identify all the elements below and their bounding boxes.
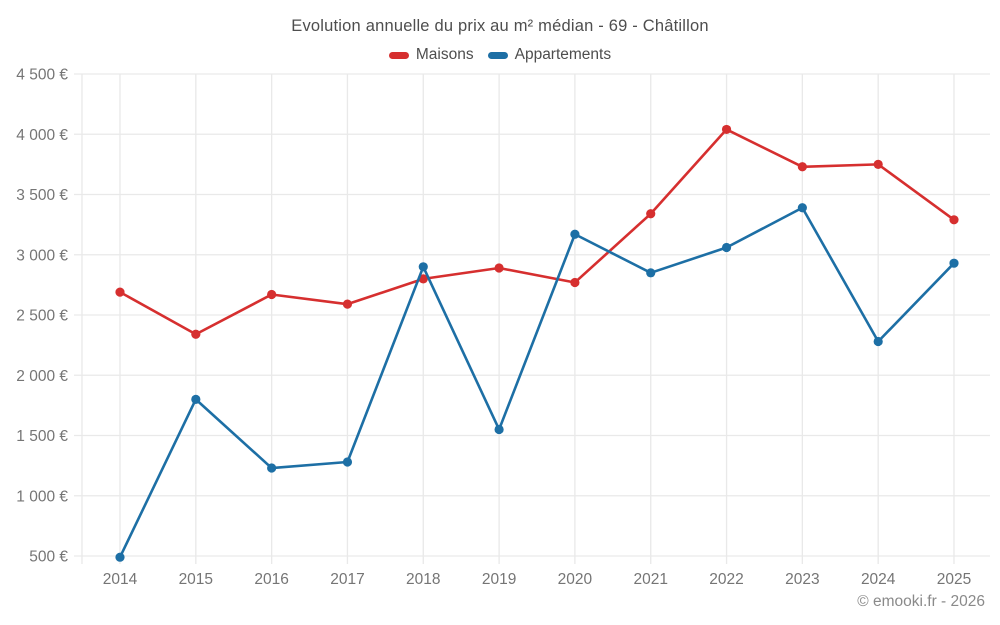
x-tick-label: 2020 bbox=[558, 571, 593, 588]
appartements-legend-swatch-icon bbox=[487, 51, 508, 59]
series-line-maisons bbox=[118, 128, 956, 336]
chart-title: Evolution annuelle du prix au m² médian … bbox=[291, 17, 709, 35]
x-tick-label: 2022 bbox=[709, 571, 743, 588]
data-point-maisons-2018 bbox=[418, 274, 428, 284]
data-point-maisons-2023 bbox=[797, 162, 807, 172]
x-tick-label: 2016 bbox=[254, 571, 288, 588]
data-point-maisons-2014 bbox=[115, 287, 125, 297]
data-point-appartements-2018 bbox=[418, 262, 428, 272]
series-line-appartements bbox=[118, 206, 956, 559]
x-tick-label: 2014 bbox=[103, 571, 138, 588]
x-tick-label: 2023 bbox=[785, 571, 819, 588]
y-tick-label: 1 000 € bbox=[16, 488, 68, 505]
x-tick-label: 2019 bbox=[482, 571, 516, 588]
y-tick-label: 2 500 € bbox=[16, 308, 68, 325]
data-point-maisons-2022 bbox=[721, 124, 732, 135]
data-point-maisons-2016 bbox=[267, 289, 277, 300]
data-point-appartements-2017 bbox=[342, 457, 353, 467]
y-tick-label: 4 000 € bbox=[16, 127, 68, 144]
y-tick-label: 3 500 € bbox=[16, 187, 68, 204]
x-tick-label: 2025 bbox=[937, 571, 971, 588]
data-point-appartements-2015 bbox=[191, 394, 201, 404]
maisons-legend-swatch-icon bbox=[388, 51, 409, 59]
data-point-appartements-2022 bbox=[721, 242, 732, 253]
legend: Maisons Appartements bbox=[0, 46, 1000, 64]
data-point-appartements-2016 bbox=[267, 463, 277, 473]
x-tick-label: 2017 bbox=[330, 571, 364, 588]
data-point-maisons-2025 bbox=[949, 215, 959, 225]
legend-item-maisons: Maisons bbox=[388, 46, 474, 64]
data-point-maisons-2019 bbox=[494, 263, 504, 273]
data-point-appartements-2024 bbox=[873, 336, 883, 347]
x-tick-label: 2018 bbox=[406, 571, 440, 588]
legend-item-appartements: Appartements bbox=[487, 46, 612, 64]
y-tick-label: 3 000 € bbox=[16, 247, 68, 264]
data-point-appartements-2025 bbox=[949, 258, 959, 268]
data-point-maisons-2020 bbox=[570, 277, 580, 288]
data-point-appartements-2019 bbox=[494, 424, 504, 435]
y-tick-label: 4 500 € bbox=[16, 67, 68, 84]
y-tick-label: 2 000 € bbox=[16, 368, 68, 385]
data-point-maisons-2024 bbox=[873, 159, 883, 169]
data-point-maisons-2015 bbox=[191, 329, 201, 339]
x-tick-label: 2021 bbox=[633, 571, 667, 588]
x-tick-label: 2015 bbox=[179, 571, 213, 588]
y-tick-label: 500 € bbox=[29, 549, 68, 566]
data-point-appartements-2014 bbox=[115, 552, 125, 562]
x-tick-label: 2024 bbox=[861, 571, 896, 588]
data-point-appartements-2021 bbox=[646, 268, 656, 278]
legend-label-maisons: Maisons bbox=[415, 46, 474, 63]
data-point-maisons-2017 bbox=[342, 299, 353, 309]
data-point-appartements-2023 bbox=[797, 203, 807, 213]
data-point-maisons-2021 bbox=[646, 209, 656, 219]
legend-label-appartements: Appartements bbox=[514, 46, 612, 63]
data-point-appartements-2020 bbox=[570, 229, 580, 239]
copyright-text: © emooki.fr - 2026 bbox=[857, 593, 985, 610]
y-tick-label: 1 500 € bbox=[16, 428, 68, 445]
